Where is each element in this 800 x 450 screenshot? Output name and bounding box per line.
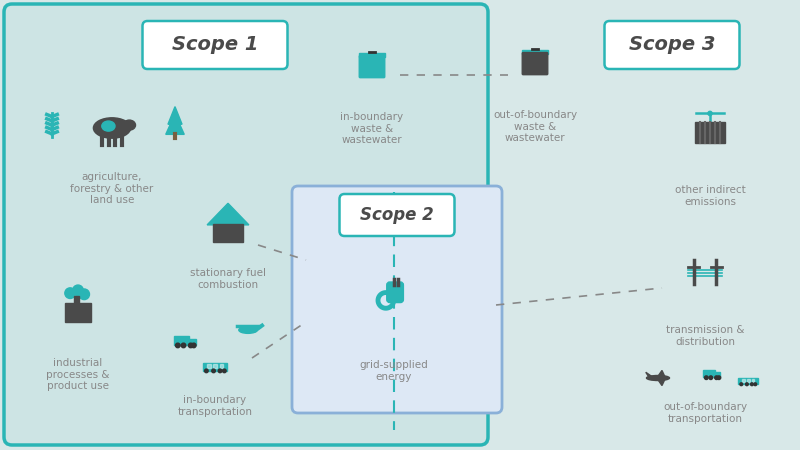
Circle shape xyxy=(218,369,222,373)
Text: stationary fuel
combustion: stationary fuel combustion xyxy=(190,268,266,290)
Bar xyxy=(522,50,549,54)
Bar xyxy=(189,338,196,345)
Circle shape xyxy=(708,111,712,116)
Text: grid-supplied
energy: grid-supplied energy xyxy=(360,360,428,382)
Circle shape xyxy=(175,343,180,348)
Circle shape xyxy=(191,343,196,348)
Ellipse shape xyxy=(646,375,670,381)
Circle shape xyxy=(750,383,754,386)
FancyBboxPatch shape xyxy=(339,194,454,236)
Text: in-boundary
transportation: in-boundary transportation xyxy=(178,395,253,417)
Circle shape xyxy=(709,376,713,379)
Circle shape xyxy=(212,369,215,373)
Bar xyxy=(751,379,754,382)
Text: in-boundary
waste &
wastewater: in-boundary waste & wastewater xyxy=(341,112,403,145)
Bar xyxy=(202,363,227,370)
Bar xyxy=(714,372,721,378)
Bar xyxy=(695,122,725,143)
Bar xyxy=(742,379,745,382)
Text: out-of-boundary
waste &
wastewater: out-of-boundary waste & wastewater xyxy=(493,110,577,143)
Circle shape xyxy=(717,376,721,379)
FancyBboxPatch shape xyxy=(4,4,488,445)
Circle shape xyxy=(740,383,742,386)
Polygon shape xyxy=(657,370,665,378)
FancyBboxPatch shape xyxy=(605,21,739,69)
FancyBboxPatch shape xyxy=(386,282,403,302)
Bar xyxy=(358,54,386,57)
Text: agriculture,
forestry & other
land use: agriculture, forestry & other land use xyxy=(70,172,154,205)
Bar xyxy=(174,336,189,345)
Bar xyxy=(703,370,715,378)
Bar xyxy=(219,364,223,368)
FancyBboxPatch shape xyxy=(292,186,502,413)
Circle shape xyxy=(189,343,193,348)
Bar xyxy=(207,364,210,368)
Circle shape xyxy=(79,289,90,300)
Text: Scope 3: Scope 3 xyxy=(629,36,715,54)
Text: Scope 2: Scope 2 xyxy=(360,206,434,224)
Polygon shape xyxy=(646,372,653,377)
Text: other indirect
emissions: other indirect emissions xyxy=(674,185,746,207)
Bar xyxy=(213,364,217,368)
Polygon shape xyxy=(168,107,182,124)
Ellipse shape xyxy=(123,120,135,130)
Ellipse shape xyxy=(102,121,115,131)
Ellipse shape xyxy=(94,118,130,138)
Text: transmission &
distribution: transmission & distribution xyxy=(666,325,744,346)
Bar xyxy=(74,296,79,304)
Circle shape xyxy=(705,376,708,379)
FancyBboxPatch shape xyxy=(142,21,287,69)
Text: industrial
processes &
product use: industrial processes & product use xyxy=(46,358,110,391)
Bar xyxy=(746,379,750,382)
Ellipse shape xyxy=(239,327,258,333)
Text: Scope 1: Scope 1 xyxy=(172,36,258,54)
Bar xyxy=(65,303,91,322)
Bar xyxy=(213,224,243,242)
Circle shape xyxy=(746,383,748,386)
Polygon shape xyxy=(657,378,665,386)
FancyBboxPatch shape xyxy=(522,53,548,75)
Circle shape xyxy=(222,369,226,373)
Circle shape xyxy=(65,288,75,298)
Circle shape xyxy=(754,383,757,386)
FancyBboxPatch shape xyxy=(359,55,385,78)
Circle shape xyxy=(181,343,186,348)
Circle shape xyxy=(714,376,718,379)
Circle shape xyxy=(205,369,208,373)
Polygon shape xyxy=(166,114,184,135)
Polygon shape xyxy=(207,203,249,225)
Circle shape xyxy=(73,285,83,296)
Bar xyxy=(738,378,758,384)
Text: out-of-boundary
transportation: out-of-boundary transportation xyxy=(663,402,747,423)
